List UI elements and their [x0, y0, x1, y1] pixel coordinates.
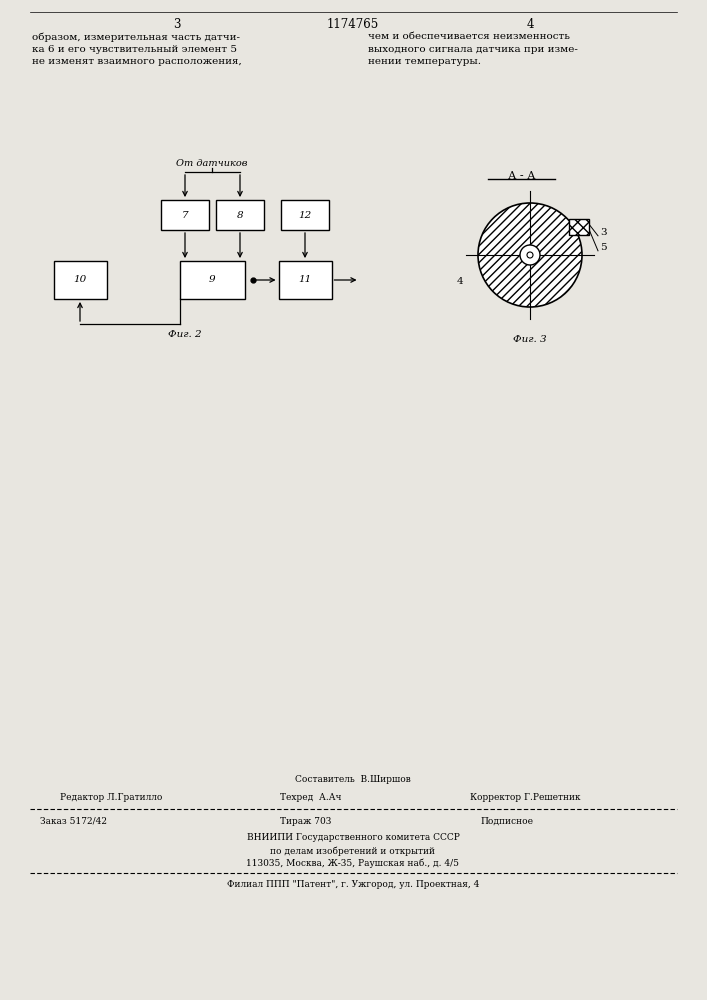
Bar	[161, 200, 209, 230]
Text: А - А: А - А	[508, 171, 536, 181]
Bar	[281, 200, 329, 230]
Circle shape	[478, 203, 582, 307]
Text: 5: 5	[600, 243, 607, 252]
Text: Техред  А.Ач: Техред А.Ач	[280, 793, 341, 802]
Bar	[569, 219, 589, 235]
Text: 1174765: 1174765	[327, 18, 379, 31]
Text: Фиг. 3: Фиг. 3	[513, 335, 547, 344]
Text: 113035, Москва, Ж-35, Раушская наб., д. 4/5: 113035, Москва, Ж-35, Раушская наб., д. …	[247, 859, 460, 868]
Text: 7: 7	[182, 211, 188, 220]
Text: 4: 4	[526, 18, 534, 31]
Text: 11: 11	[298, 275, 312, 284]
Text: 3: 3	[173, 18, 181, 31]
Text: Редактор Л.Гратилло: Редактор Л.Гратилло	[60, 793, 163, 802]
Text: 9: 9	[209, 275, 216, 284]
Bar	[216, 200, 264, 230]
Text: Тираж 703: Тираж 703	[280, 817, 332, 826]
Text: Фиг. 2: Фиг. 2	[168, 330, 201, 339]
Circle shape	[520, 245, 540, 265]
Text: От датчиков: От датчиков	[176, 159, 247, 168]
Text: ВНИИПИ Государственного комитета СССР: ВНИИПИ Государственного комитета СССР	[247, 833, 460, 842]
Text: Составитель  В.Ширшов: Составитель В.Ширшов	[295, 775, 411, 784]
Text: Подписное: Подписное	[480, 817, 533, 826]
Text: 4: 4	[457, 276, 463, 286]
Text: Заказ 5172/42: Заказ 5172/42	[40, 817, 107, 826]
Text: 8: 8	[237, 211, 243, 220]
Bar	[180, 261, 245, 299]
Text: по делам изобретений и открытий: по делам изобретений и открытий	[271, 846, 436, 856]
Text: Филиал ППП "Патент", г. Ужгород, ул. Проектная, 4: Филиал ППП "Патент", г. Ужгород, ул. Про…	[227, 880, 479, 889]
Text: чем и обеспечивается неизменность
выходного сигнала датчика при изме-
нении темп: чем и обеспечивается неизменность выходн…	[368, 32, 578, 66]
Text: 10: 10	[74, 275, 87, 284]
Circle shape	[527, 252, 533, 258]
Text: Корректор Г.Решетник: Корректор Г.Решетник	[470, 793, 580, 802]
Text: 3: 3	[600, 228, 607, 237]
Bar	[279, 261, 332, 299]
Text: образом, измерительная часть датчи-
ка 6 и его чувствительный элемент 5
не измен: образом, измерительная часть датчи- ка 6…	[32, 32, 242, 66]
Text: 12: 12	[298, 211, 312, 220]
Bar	[54, 261, 107, 299]
